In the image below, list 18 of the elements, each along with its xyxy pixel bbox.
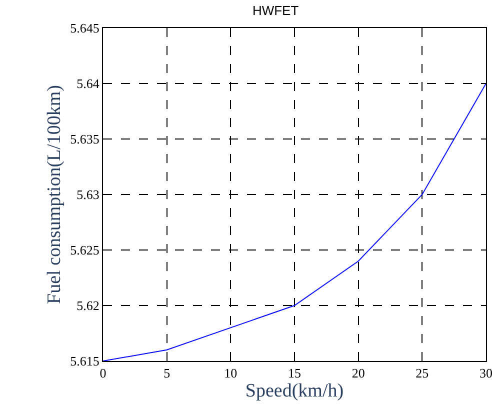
y-axis-title: Fuel consumption(L/100km) [44, 84, 65, 304]
y-tick-label: 5.635 [70, 132, 100, 147]
line-series [103, 83, 486, 361]
y-tick-label: 5.625 [70, 242, 100, 258]
x-tick-label: 0 [100, 366, 106, 381]
y-tick-label: 5.63 [76, 187, 100, 202]
y-tick-label: 5.64 [76, 76, 100, 92]
y-tick-label: 5.615 [70, 354, 100, 369]
x-tick-label: 20 [352, 366, 365, 381]
x-axis-title: Speed(km/h) [245, 380, 344, 402]
chart-title: HWFET [252, 3, 299, 18]
x-tick-label: 5 [164, 366, 170, 381]
x-tick-label: 15 [288, 366, 301, 381]
y-tick-label: 5.645 [70, 20, 100, 36]
x-tick-label: 30 [480, 366, 492, 381]
y-tick-label: 5.62 [76, 298, 100, 314]
x-tick-label: 10 [224, 366, 238, 381]
x-tick-label: 25 [416, 366, 429, 381]
